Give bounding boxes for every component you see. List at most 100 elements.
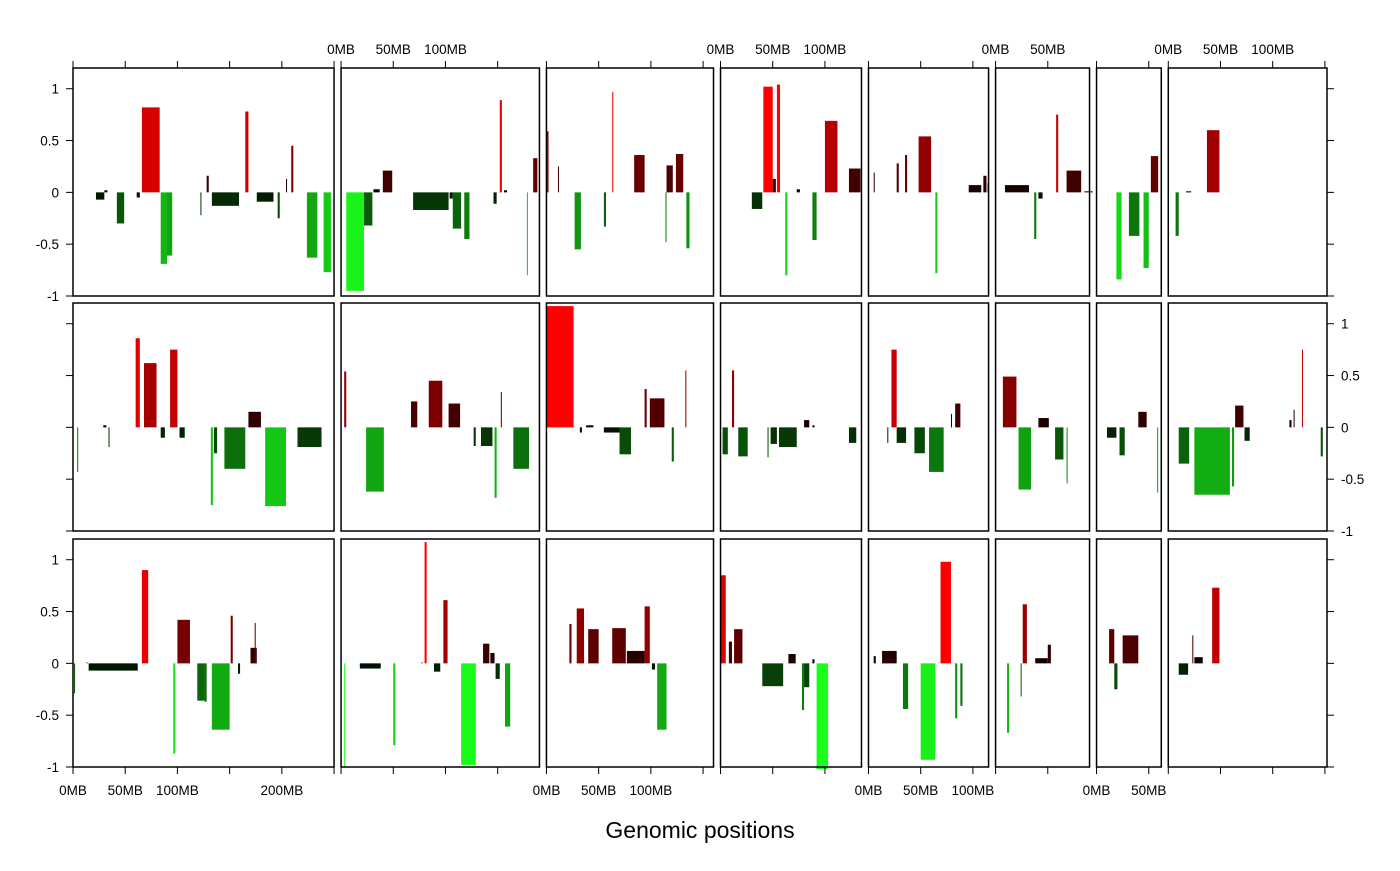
bar-segment xyxy=(1022,604,1027,664)
bar-segment xyxy=(685,370,687,428)
bar-segment xyxy=(1320,427,1323,457)
bar-segment xyxy=(824,120,838,193)
bar-segment xyxy=(200,192,202,216)
y-tick-label: -1 xyxy=(47,760,59,775)
bar-segment xyxy=(651,663,656,670)
x-tick-label: 100MB xyxy=(629,783,672,798)
bar-segment xyxy=(848,427,857,443)
bar-segment xyxy=(382,170,393,193)
panel-frame xyxy=(72,538,335,768)
bar-segment xyxy=(1186,191,1192,193)
panel-r3-c2 xyxy=(340,538,541,768)
y-tick-label: 0.5 xyxy=(1341,369,1360,384)
panel-frame xyxy=(72,67,335,297)
bar-segment xyxy=(1231,427,1235,487)
panel-r1-c7 xyxy=(1095,67,1163,297)
bar-segment xyxy=(557,166,559,193)
bar-segment xyxy=(1109,629,1115,664)
bar-segment xyxy=(751,192,763,209)
bar-segment xyxy=(657,663,667,730)
x-tick-label: 100MB xyxy=(156,783,199,798)
panel-frame xyxy=(340,67,541,297)
bar-segment xyxy=(983,175,987,193)
bar-segment xyxy=(722,427,728,455)
bar-segment xyxy=(177,619,190,664)
bar-segment xyxy=(160,192,167,264)
x-tick-label: 200MB xyxy=(260,783,303,798)
x-tick-label: 0MB xyxy=(533,783,561,798)
bar-segment xyxy=(116,192,125,224)
bar-segment xyxy=(1194,427,1230,495)
bar-segment xyxy=(1119,427,1125,456)
bar-segment xyxy=(1066,427,1068,484)
bar-segment xyxy=(762,663,784,687)
panel-r1-c5 xyxy=(867,67,990,297)
bar-segment xyxy=(141,570,149,664)
bar-segment xyxy=(546,131,549,193)
bar-segment xyxy=(812,192,817,241)
x-tick-label: 100MB xyxy=(1251,42,1294,57)
y-tick-label: -0.5 xyxy=(36,237,59,252)
bar-segment xyxy=(873,172,875,193)
panel-frame xyxy=(1167,538,1328,768)
panel-r3-c4 xyxy=(719,538,863,770)
bar-segment xyxy=(918,136,932,193)
x-tick-label: 100MB xyxy=(804,42,847,57)
bar-segment xyxy=(1192,635,1194,664)
bar-segment xyxy=(1301,349,1303,428)
bar-segment xyxy=(955,663,958,719)
bar-segment xyxy=(1150,156,1159,193)
x-tick-label: 50MB xyxy=(1030,42,1065,57)
bar-segment xyxy=(141,107,160,193)
panel-r1-c3 xyxy=(545,67,715,297)
x-tick-label: 0MB xyxy=(327,42,355,57)
bar-segment xyxy=(940,561,951,664)
bar-segment xyxy=(1114,663,1118,690)
bar-segment xyxy=(411,401,418,428)
bar-segment xyxy=(286,178,288,193)
bar-segment xyxy=(576,608,585,664)
bar-segment xyxy=(763,86,773,193)
bar-segment xyxy=(366,427,384,492)
bar-segment xyxy=(1212,587,1220,664)
bar-segment xyxy=(533,158,538,193)
bar-segment xyxy=(204,663,207,702)
panel-frame xyxy=(994,538,1091,768)
bar-segment xyxy=(108,427,110,448)
bar-segment xyxy=(197,663,205,701)
x-tick-label: 50MB xyxy=(108,783,143,798)
panel-r3-c5 xyxy=(867,538,990,768)
panel-r2-c2 xyxy=(340,302,541,532)
bar-segment xyxy=(166,192,173,256)
bar-segment xyxy=(424,542,427,664)
bar-segment xyxy=(728,641,732,664)
bar-segment xyxy=(359,663,381,669)
bar-segment xyxy=(891,349,897,428)
bar-segment xyxy=(1194,657,1203,664)
bar-segment xyxy=(211,663,230,730)
bar-segment xyxy=(495,663,500,679)
bar-segment xyxy=(493,192,497,204)
bar-segment xyxy=(500,392,502,428)
panel-frame xyxy=(545,302,715,532)
panel-frame xyxy=(1167,67,1328,297)
y-tick-label: 0 xyxy=(1341,420,1349,435)
bar-segment xyxy=(135,338,140,428)
bar-segment xyxy=(603,427,620,433)
bar-segment xyxy=(213,427,218,454)
bar-segment xyxy=(77,427,79,472)
bar-segment xyxy=(230,615,233,664)
bar-segment xyxy=(920,663,936,760)
x-tick-label: 0MB xyxy=(59,783,87,798)
bar-segment xyxy=(1235,405,1244,428)
bar-segment xyxy=(211,192,240,206)
panel-r2-c7 xyxy=(1095,302,1163,532)
panel-r3-c8 xyxy=(1167,538,1328,768)
bar-segment xyxy=(1038,418,1049,428)
bar-segment xyxy=(902,663,909,709)
bar-segment xyxy=(812,425,815,428)
x-tick-label: 0MB xyxy=(982,42,1010,57)
x-tick-label: 100MB xyxy=(424,42,467,57)
bar-segment xyxy=(393,663,396,746)
bar-segment xyxy=(644,389,647,428)
